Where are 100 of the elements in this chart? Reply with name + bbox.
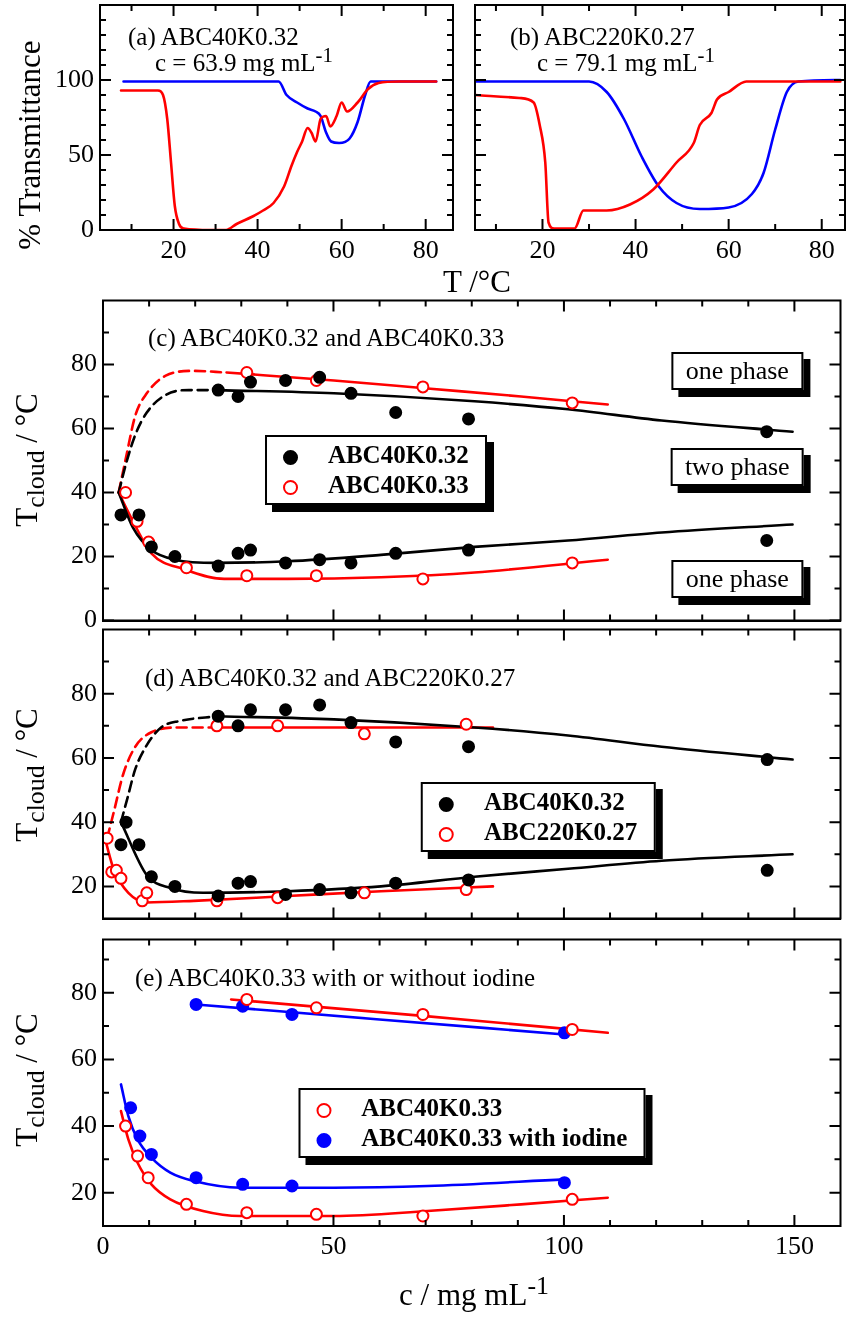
point <box>244 543 257 557</box>
point <box>313 883 327 897</box>
y-tick-label: 40 <box>71 805 97 835</box>
y-tick-label: 20 <box>71 540 97 570</box>
point <box>144 540 158 554</box>
annotation: one phase <box>671 351 803 390</box>
x-tick-label: 80 <box>808 235 835 265</box>
point <box>462 873 476 887</box>
point <box>416 1209 430 1223</box>
y-tick-label: 40 <box>71 1109 97 1139</box>
point <box>344 556 358 570</box>
point <box>279 703 293 717</box>
point <box>189 997 203 1011</box>
point <box>760 863 774 877</box>
point <box>244 375 257 389</box>
point <box>132 838 146 852</box>
point <box>179 1197 193 1211</box>
point <box>344 886 358 900</box>
x-axis-title: c / mg mL$^{-1}$ <box>399 1270 549 1314</box>
point <box>279 556 293 570</box>
line-series <box>119 80 438 230</box>
point <box>231 876 245 890</box>
point <box>389 406 403 419</box>
text: (d) ABC40K0.32 and ABC220K0.27 <box>145 664 516 692</box>
legend-label: ABC40K0.33 <box>361 1093 503 1121</box>
point <box>285 1179 299 1193</box>
point <box>309 569 323 583</box>
point <box>309 1207 323 1221</box>
point <box>140 886 154 900</box>
y-tick-label: 80 <box>71 976 97 1006</box>
y-tick-label: 60 <box>71 412 97 442</box>
x-tick-label: 40 <box>244 235 271 265</box>
annotation: two phase <box>670 447 804 486</box>
y-tick-label: 100 <box>55 63 94 93</box>
point <box>114 871 128 885</box>
x-tick-label: 60 <box>328 235 355 265</box>
x-tick-label: 40 <box>622 235 649 265</box>
legend-label: ABC220K0.27 <box>483 818 638 846</box>
point <box>279 374 293 387</box>
x-axis-title: T /°C <box>443 264 511 300</box>
point <box>760 534 774 547</box>
point <box>133 1129 147 1143</box>
y-tick-label: 0 <box>81 213 94 243</box>
point <box>760 753 774 767</box>
y-tick-label: 20 <box>71 1176 97 1206</box>
point <box>211 709 225 723</box>
point <box>416 572 430 586</box>
point <box>211 383 225 397</box>
legend-label: ABC40K0.33 with iodine <box>361 1123 628 1151</box>
point <box>389 546 403 560</box>
point <box>132 508 146 522</box>
point <box>344 386 358 400</box>
point <box>240 992 254 1006</box>
point <box>144 1147 158 1161</box>
point <box>565 1022 579 1036</box>
point <box>231 390 245 403</box>
legend-label: ABC40K0.32 <box>327 441 469 469</box>
point <box>231 546 245 560</box>
point <box>313 370 327 384</box>
y-tick-label: 40 <box>71 476 97 506</box>
legend-label: ABC40K0.33 <box>327 471 469 499</box>
point <box>565 1192 579 1206</box>
y-axis-title: % Transmittance <box>12 40 48 250</box>
point <box>131 1149 145 1163</box>
x-tick-label: 60 <box>715 235 742 265</box>
point <box>357 727 371 741</box>
x-tick-label: 100 <box>544 1231 584 1261</box>
x-tick-label: 20 <box>529 235 556 265</box>
point <box>760 425 774 439</box>
point <box>179 561 193 575</box>
point <box>271 719 285 733</box>
point <box>141 1171 155 1185</box>
point <box>557 1176 571 1190</box>
point <box>168 879 182 893</box>
text: (e) ABC40K0.33 with or without iodine <box>135 964 535 992</box>
text: (c) ABC40K0.32 and ABC40K0.33 <box>148 324 505 352</box>
point <box>416 1007 430 1021</box>
point <box>211 559 225 573</box>
point <box>462 543 476 557</box>
point <box>240 1206 254 1220</box>
y-tick-label: 60 <box>71 1043 97 1073</box>
point <box>285 1007 299 1021</box>
point <box>231 719 245 733</box>
x-tick-label: 80 <box>412 235 439 265</box>
point <box>279 887 293 901</box>
legend-label: ABC40K0.32 <box>483 788 625 816</box>
point <box>462 740 476 754</box>
point <box>344 716 358 730</box>
point <box>240 366 254 379</box>
y-tick-label: 60 <box>71 741 97 771</box>
point <box>313 698 327 712</box>
x-tick-label: 50 <box>320 1231 347 1261</box>
point <box>144 870 158 884</box>
point <box>459 717 473 731</box>
y-tick-label: 20 <box>71 870 97 900</box>
point <box>313 553 327 567</box>
x-tick-label: 150 <box>774 1231 814 1261</box>
point <box>119 1119 133 1133</box>
y-tick-label: 0 <box>84 604 97 634</box>
point <box>565 396 579 410</box>
